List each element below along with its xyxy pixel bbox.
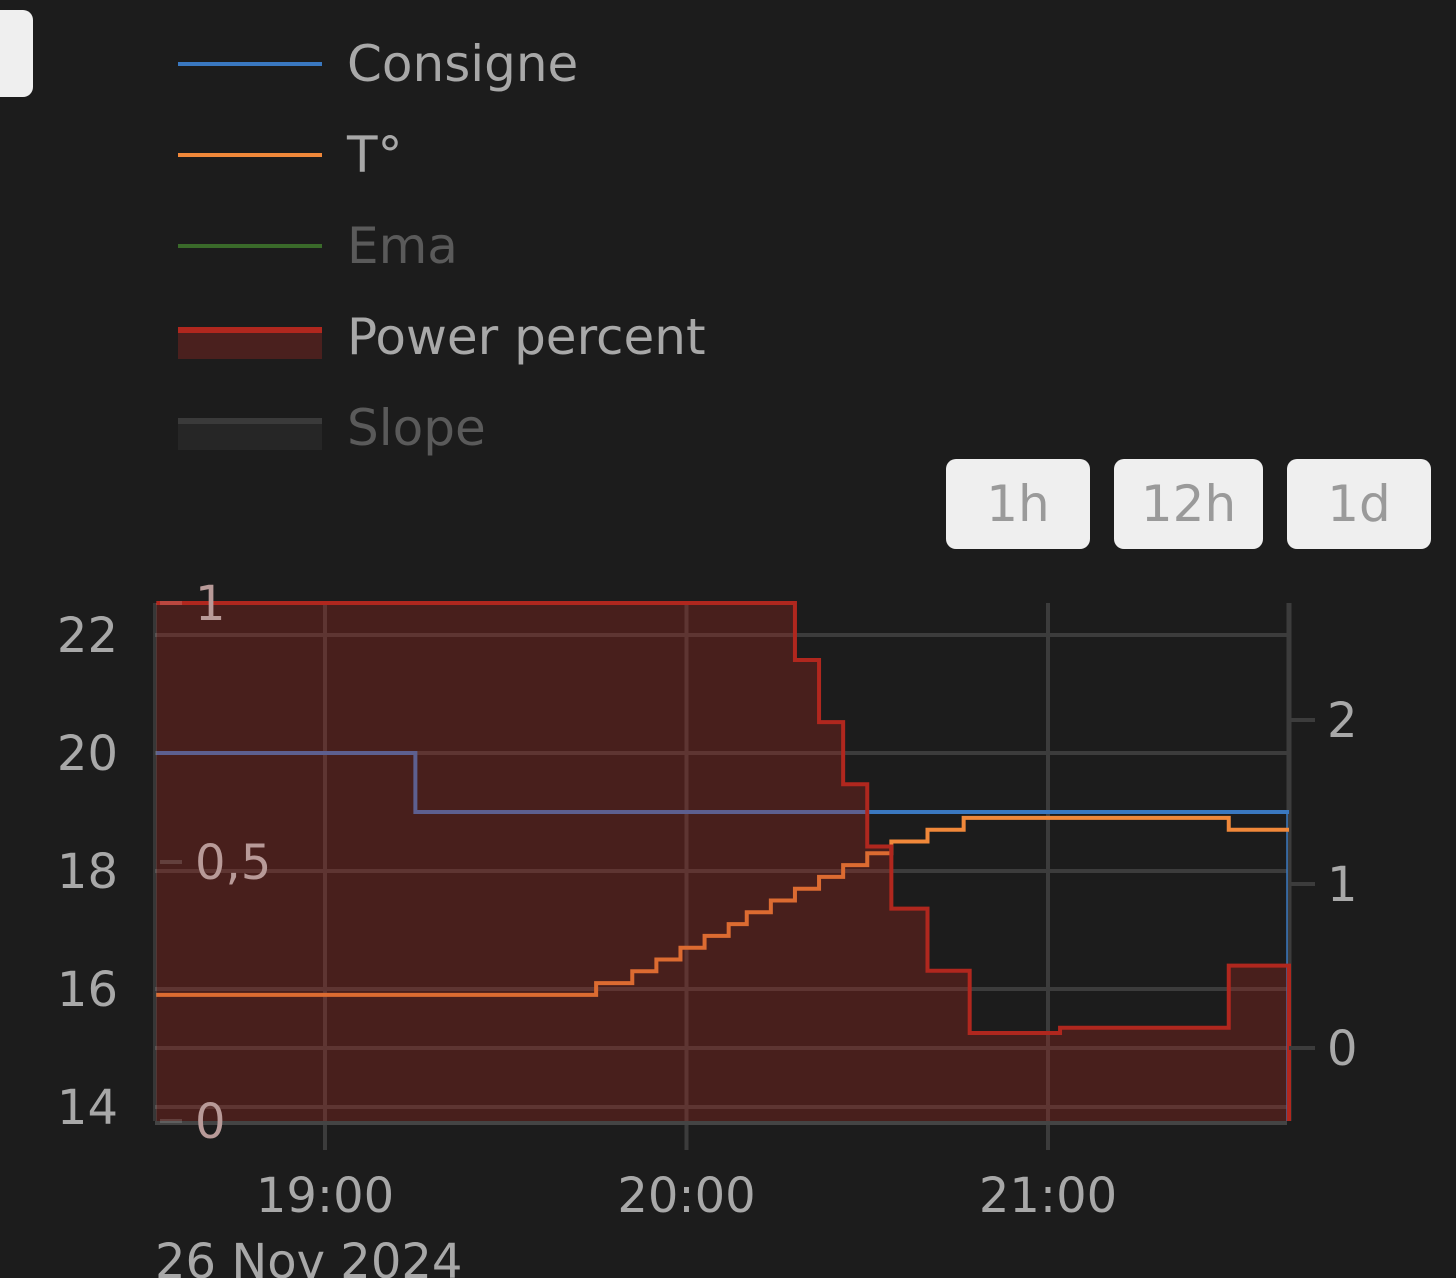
y-left-tick-label: 16	[57, 962, 118, 1018]
y-left-tick-label: 18	[57, 844, 118, 900]
power-percent-fill-swatch	[178, 333, 322, 359]
legend-label: Slope	[347, 399, 486, 457]
legend-item-ema[interactable]: Ema	[178, 202, 778, 293]
legend-item-temperature[interactable]: T°	[178, 111, 778, 202]
range-1d-button[interactable]: 1d	[1287, 459, 1431, 549]
legend-item-consigne[interactable]: Consigne	[178, 20, 778, 111]
series-temperature-line	[156, 815, 1289, 997]
card-menu-button[interactable]	[0, 10, 33, 97]
range-1h-button[interactable]: 1h	[946, 459, 1090, 549]
y-power-tick-label: 0,5	[195, 835, 271, 891]
y-slope-tick-label: 0	[1327, 1021, 1358, 1077]
x-tick-label: 21:00	[979, 1168, 1117, 1224]
x-tick-label: 20:00	[617, 1168, 755, 1224]
series-power-percent-fill	[156, 603, 1289, 1121]
y-slope-tick-label: 2	[1327, 693, 1358, 749]
legend-label: Consigne	[347, 35, 579, 93]
y-power-tick-label: 1	[195, 576, 226, 632]
y-left-tick-label: 14	[57, 1080, 118, 1136]
x-tick-label: 19:00	[256, 1168, 394, 1224]
legend-label: Power percent	[347, 308, 706, 366]
y-power-tick-label: 0	[195, 1094, 226, 1150]
legend: Consigne T° Ema Power percent Slope	[178, 20, 778, 475]
consigne-swatch	[178, 62, 322, 66]
legend-item-slope[interactable]: Slope	[178, 384, 778, 475]
y-left-tick-label: 22	[57, 608, 118, 664]
legend-label: Ema	[347, 217, 458, 275]
series-power-percent-line	[156, 601, 1291, 1121]
y-slope-tick-label: 1	[1327, 857, 1358, 913]
slope-swatch	[178, 418, 322, 424]
slope-fill-swatch	[178, 424, 322, 450]
temperature-swatch	[178, 153, 322, 157]
power-percent-swatch	[178, 327, 322, 333]
legend-label: T°	[347, 126, 403, 184]
x-date-label: 26 Nov 2024	[155, 1234, 462, 1278]
ema-swatch	[178, 244, 322, 248]
series-consigne-line	[156, 751, 1289, 814]
legend-item-power-percent[interactable]: Power percent	[178, 293, 778, 384]
range-12h-button[interactable]: 12h	[1114, 459, 1263, 549]
y-left-tick-label: 20	[57, 726, 118, 782]
